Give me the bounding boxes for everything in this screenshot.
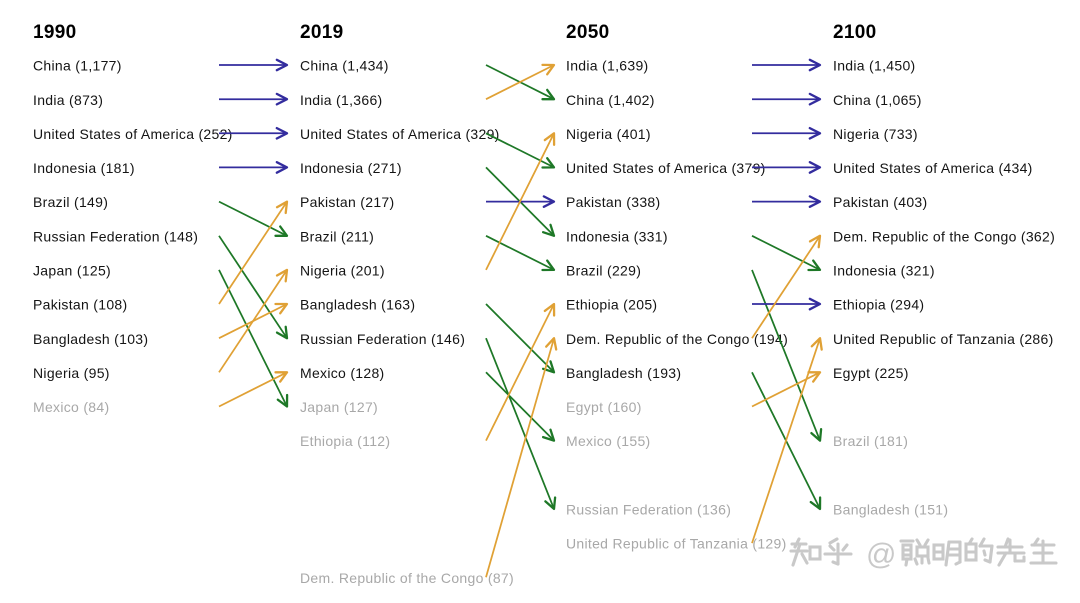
svg-text:Dem. Republic of the Congo (19: Dem. Republic of the Congo (194) [566,331,788,347]
svg-text:Nigeria (95): Nigeria (95) [33,365,110,381]
svg-text:Brazil (181): Brazil (181) [833,433,908,449]
svg-text:@: @ [866,538,896,571]
svg-text:United States of America (252): United States of America (252) [33,126,233,142]
svg-text:Dem. Republic of the Congo (87: Dem. Republic of the Congo (87) [300,570,514,586]
svg-text:Indonesia (331): Indonesia (331) [566,228,668,244]
svg-text:Mexico (84): Mexico (84) [33,399,109,415]
svg-text:United States of America (329): United States of America (329) [300,126,500,142]
svg-text:Russian Federation (146): Russian Federation (146) [300,331,465,347]
svg-text:Dem. Republic of the Congo (36: Dem. Republic of the Congo (362) [833,228,1055,244]
svg-text:Mexico (155): Mexico (155) [566,433,651,449]
svg-text:United Republic of Tanzania (1: United Republic of Tanzania (129) [566,536,787,552]
svg-text:2050: 2050 [566,22,609,43]
svg-text:Nigeria (733): Nigeria (733) [833,126,918,142]
svg-text:Russian Federation (148): Russian Federation (148) [33,228,198,244]
svg-text:United States of America (379): United States of America (379) [566,160,766,176]
svg-text:Russian Federation (136): Russian Federation (136) [566,502,731,518]
svg-text:Indonesia (181): Indonesia (181) [33,160,135,176]
svg-text:China (1,177): China (1,177) [33,58,122,74]
svg-text:Pakistan (217): Pakistan (217) [300,194,394,210]
svg-text:1990: 1990 [33,22,76,43]
svg-text:Bangladesh (151): Bangladesh (151) [833,502,948,518]
svg-text:Bangladesh (103): Bangladesh (103) [33,331,148,347]
svg-text:Pakistan (338): Pakistan (338) [566,194,660,210]
svg-text:Indonesia (321): Indonesia (321) [833,263,935,279]
svg-text:Mexico (128): Mexico (128) [300,365,385,381]
svg-text:Egypt (225): Egypt (225) [833,365,909,381]
svg-text:Brazil (149): Brazil (149) [33,194,108,210]
svg-text:Japan (127): Japan (127) [300,399,378,415]
svg-text:Ethiopia (112): Ethiopia (112) [300,433,390,449]
svg-text:Ethiopia (205): Ethiopia (205) [566,297,657,313]
svg-text:2019: 2019 [300,22,343,43]
svg-text:India (1,450): India (1,450) [833,58,916,74]
svg-text:India (1,366): India (1,366) [300,92,383,108]
svg-text:United States of America (434): United States of America (434) [833,160,1033,176]
svg-text:Pakistan (403): Pakistan (403) [833,194,927,210]
svg-text:Bangladesh (163): Bangladesh (163) [300,297,415,313]
svg-text:China (1,402): China (1,402) [566,92,655,108]
svg-text:Pakistan (108): Pakistan (108) [33,297,127,313]
svg-text:India (873): India (873) [33,92,103,108]
svg-text:India (1,639): India (1,639) [566,58,649,74]
svg-text:Indonesia (271): Indonesia (271) [300,160,402,176]
svg-text:China (1,065): China (1,065) [833,92,922,108]
svg-text:Brazil (211): Brazil (211) [300,228,374,244]
svg-text:Brazil (229): Brazil (229) [566,263,641,279]
svg-text:Ethiopia (294): Ethiopia (294) [833,297,924,313]
svg-text:Bangladesh (193): Bangladesh (193) [566,365,681,381]
svg-text:Egypt (160): Egypt (160) [566,399,642,415]
svg-text:United Republic of Tanzania (2: United Republic of Tanzania (286) [833,331,1054,347]
svg-text:China (1,434): China (1,434) [300,58,389,74]
svg-text:Nigeria (201): Nigeria (201) [300,263,385,279]
svg-text:2100: 2100 [833,22,876,43]
svg-text:Japan (125): Japan (125) [33,263,111,279]
svg-text:Nigeria (401): Nigeria (401) [566,126,651,142]
